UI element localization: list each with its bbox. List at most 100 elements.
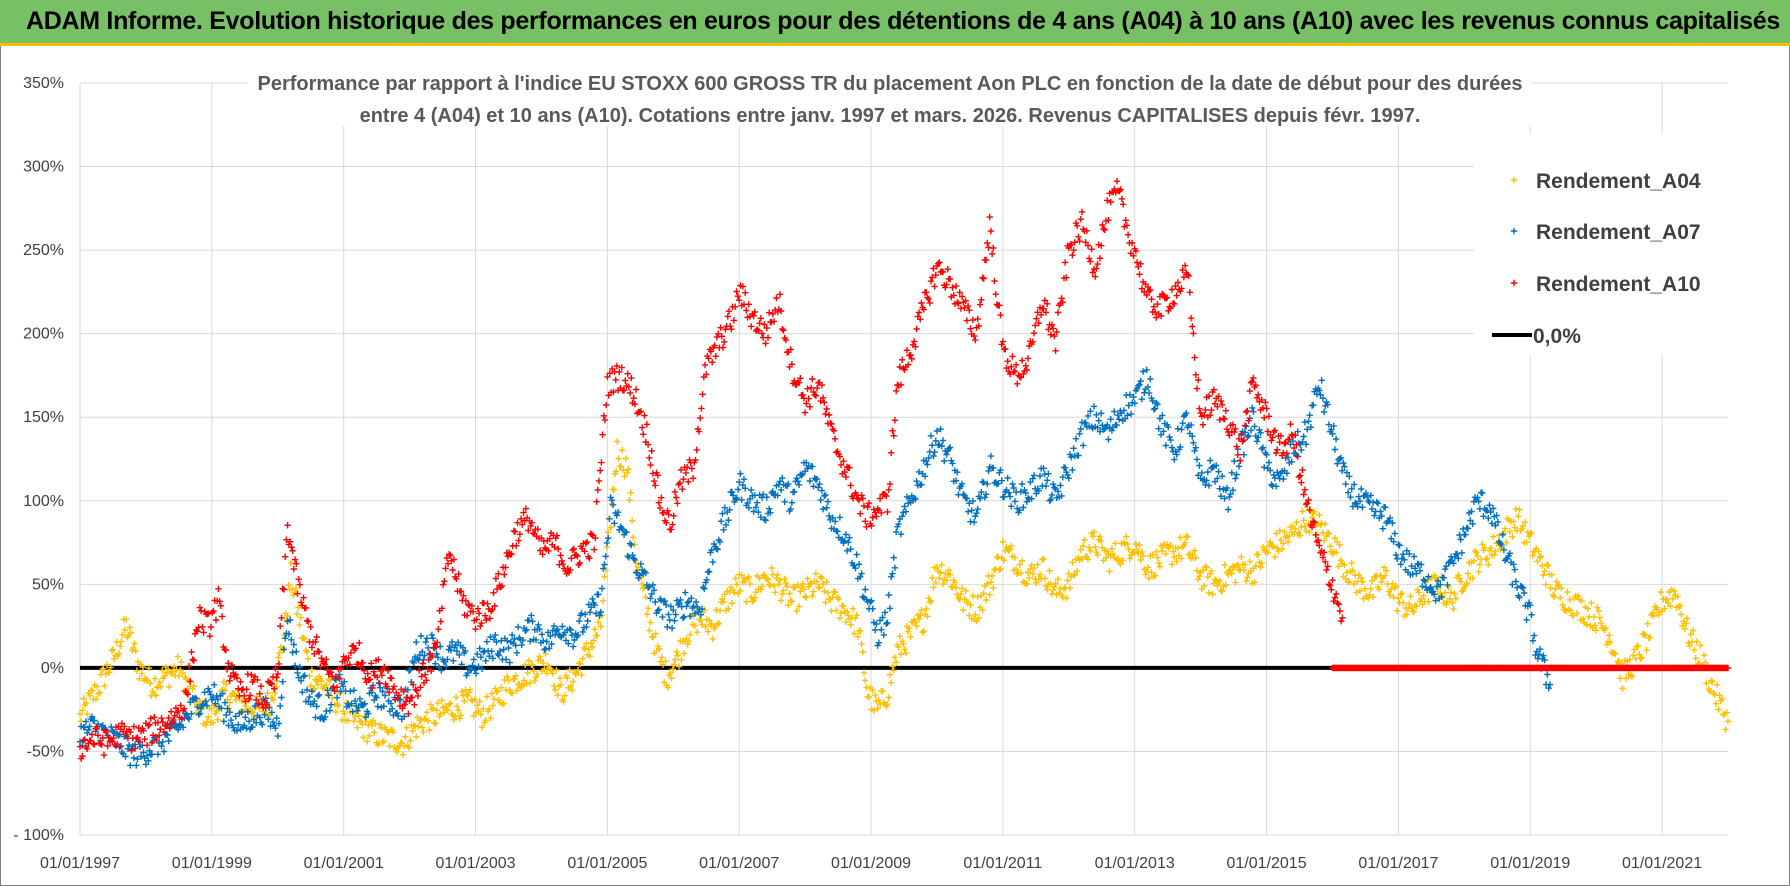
data-point bbox=[103, 729, 110, 736]
data-point bbox=[232, 696, 239, 704]
data-point bbox=[505, 677, 512, 684]
data-point bbox=[1252, 562, 1259, 569]
data-point bbox=[487, 633, 494, 641]
data-point bbox=[526, 679, 534, 687]
data-point bbox=[664, 623, 671, 631]
data-point bbox=[486, 653, 493, 660]
data-point bbox=[1287, 421, 1294, 428]
data-point bbox=[1535, 651, 1543, 658]
data-point bbox=[1553, 578, 1560, 585]
data-point bbox=[118, 638, 125, 645]
data-point bbox=[676, 479, 684, 487]
data-point bbox=[888, 449, 895, 456]
data-point bbox=[709, 359, 716, 366]
data-point bbox=[578, 671, 585, 679]
data-point bbox=[1000, 557, 1008, 564]
data-point bbox=[1196, 405, 1203, 412]
data-point bbox=[1208, 407, 1215, 414]
data-point bbox=[897, 651, 905, 658]
y-tick-label: 200% bbox=[23, 326, 64, 343]
data-point bbox=[772, 589, 779, 596]
data-point bbox=[1359, 504, 1366, 511]
data-point bbox=[1685, 639, 1692, 647]
data-point bbox=[570, 545, 577, 553]
data-point bbox=[1622, 675, 1630, 682]
data-point bbox=[210, 607, 217, 615]
data-point bbox=[434, 654, 441, 661]
data-point bbox=[1567, 607, 1575, 614]
data-point bbox=[1712, 700, 1720, 707]
data-point bbox=[470, 712, 477, 720]
data-point bbox=[668, 526, 675, 533]
data-point bbox=[1722, 726, 1729, 733]
data-point bbox=[1403, 611, 1410, 618]
chart-title-line1: Performance par rapport à l'indice EU ST… bbox=[257, 73, 1522, 95]
data-point bbox=[646, 583, 653, 590]
data-point bbox=[696, 616, 703, 623]
data-point bbox=[296, 621, 303, 629]
data-point bbox=[831, 589, 839, 596]
data-point bbox=[154, 751, 162, 758]
data-point bbox=[513, 687, 521, 694]
data-point bbox=[662, 658, 669, 665]
data-point bbox=[1554, 583, 1561, 590]
data-point bbox=[170, 716, 177, 724]
data-point bbox=[869, 605, 876, 612]
data-point bbox=[794, 478, 802, 485]
data-point bbox=[599, 431, 606, 438]
data-point bbox=[1054, 575, 1062, 583]
data-point bbox=[437, 618, 444, 625]
data-point bbox=[117, 742, 124, 750]
data-point bbox=[785, 602, 792, 609]
data-point bbox=[507, 689, 515, 696]
data-point bbox=[1227, 567, 1234, 574]
data-point bbox=[1219, 588, 1226, 595]
data-point bbox=[1438, 593, 1445, 600]
data-point bbox=[462, 647, 469, 655]
data-point bbox=[1480, 513, 1487, 520]
data-point bbox=[414, 692, 422, 700]
data-point bbox=[1540, 652, 1547, 659]
data-point bbox=[1090, 403, 1098, 410]
data-point bbox=[764, 334, 772, 341]
data-point bbox=[570, 678, 577, 685]
data-point bbox=[1529, 637, 1537, 644]
data-point bbox=[834, 528, 841, 535]
data-point bbox=[655, 606, 663, 613]
data-point bbox=[1335, 601, 1342, 608]
data-point bbox=[1209, 591, 1216, 598]
data-point bbox=[831, 435, 839, 442]
data-point bbox=[326, 707, 334, 714]
data-point bbox=[1368, 505, 1376, 513]
data-point bbox=[314, 681, 322, 688]
data-point bbox=[356, 639, 363, 647]
data-point bbox=[264, 690, 271, 697]
data-point bbox=[321, 713, 329, 721]
data-point bbox=[902, 508, 909, 515]
data-point bbox=[929, 442, 936, 449]
data-point bbox=[538, 631, 546, 638]
data-point bbox=[455, 707, 462, 714]
data-point bbox=[697, 611, 704, 618]
data-point bbox=[196, 604, 204, 611]
data-point bbox=[1401, 556, 1408, 563]
data-point bbox=[743, 307, 750, 314]
data-point bbox=[1531, 632, 1538, 639]
data-point bbox=[1202, 406, 1209, 414]
data-point bbox=[1183, 533, 1190, 540]
data-point bbox=[1020, 504, 1027, 511]
data-point bbox=[1098, 537, 1105, 545]
data-point bbox=[734, 486, 742, 493]
data-point bbox=[1628, 673, 1636, 680]
data-point bbox=[1076, 430, 1083, 437]
data-point bbox=[303, 686, 311, 694]
data-point bbox=[388, 675, 395, 682]
data-point bbox=[477, 654, 485, 661]
data-point bbox=[1094, 551, 1101, 559]
data-point bbox=[1233, 471, 1240, 478]
data-point bbox=[1536, 554, 1543, 561]
data-point bbox=[1255, 434, 1262, 441]
data-point bbox=[1479, 541, 1486, 548]
data-point bbox=[548, 640, 555, 648]
data-point bbox=[888, 573, 895, 580]
